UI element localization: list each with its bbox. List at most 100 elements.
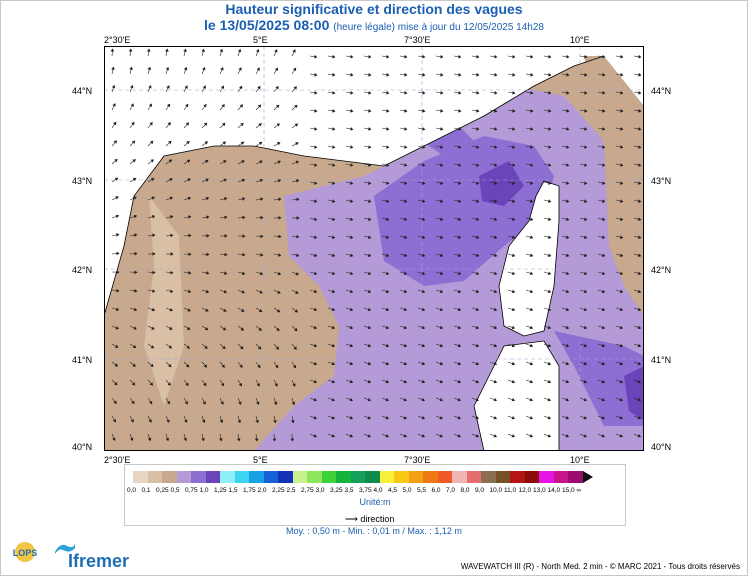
direction-arrow-head <box>619 343 624 348</box>
direction-arrow-head <box>529 397 534 402</box>
direction-arrow-head <box>547 217 552 221</box>
direction-arrow-head <box>475 307 480 312</box>
direction-arrow-head <box>403 397 408 402</box>
direction-arrow-head <box>512 163 516 167</box>
direction-arrow-head <box>584 109 588 113</box>
direction-arrow-head <box>403 235 408 239</box>
colorbar-tick-label: 0,1 <box>141 487 151 494</box>
lat-label-right-4: 41°N <box>651 355 672 365</box>
direction-arrow-head <box>601 325 606 330</box>
colorbar-tick-label: 5,0 <box>402 487 412 494</box>
direction-arrow-head <box>565 434 570 438</box>
direction-arrow-head <box>493 379 498 384</box>
direction-arrow-head <box>115 233 120 237</box>
legend: 0,0 0,1 0,25 0,5 0,75 1,0 1,25 1,5 1,75 2,0 2,25 2,… <box>124 464 626 526</box>
direction-arrow-head <box>149 382 153 386</box>
direction-arrow-head <box>130 103 134 107</box>
direction-arrow-head <box>223 197 228 201</box>
direction-arrow-head <box>114 177 119 181</box>
direction-arrow-head <box>128 48 133 52</box>
direction-arrow-head <box>602 54 606 59</box>
direction-arrow-head <box>602 109 606 113</box>
direction-arrow-head <box>421 379 426 384</box>
direction-arrow-head <box>151 196 155 200</box>
direction-arrow-head <box>222 345 226 350</box>
colorbar-swatch <box>249 471 264 483</box>
direction-arrow-head <box>116 288 120 293</box>
direction-arrow-head <box>332 54 336 59</box>
colorbar-swatch <box>191 471 206 483</box>
direction-arrow-head <box>440 109 444 113</box>
direction-arrow-head <box>529 235 534 239</box>
direction-arrow-head <box>530 91 534 95</box>
direction-arrow-head <box>240 345 244 350</box>
direction-arrow-head <box>511 217 516 221</box>
direction-arrow-head <box>583 181 588 185</box>
direction-arrow-head <box>476 127 480 131</box>
direction-arrow-head <box>367 199 372 203</box>
direction-arrow-head <box>188 252 192 257</box>
direction-arrow-head <box>367 235 372 239</box>
direction-arrow-head <box>206 252 210 257</box>
direction-arrow-head <box>115 214 120 219</box>
direction-arrow-head <box>184 85 188 89</box>
direction-arrow-head <box>529 416 534 420</box>
direction-arrow-head <box>186 159 191 164</box>
direction-arrow-head <box>367 253 372 258</box>
direction-legend: ⟶ direction <box>345 514 394 525</box>
direction-arrow-head <box>187 289 192 294</box>
direction-arrow-head <box>167 382 171 386</box>
direction-arrow-head <box>367 343 372 348</box>
direction-arrow-head <box>170 270 174 275</box>
direction-arrow-head <box>349 416 354 420</box>
direction-arrow-head <box>295 290 299 294</box>
direction-arrow-head <box>367 289 372 294</box>
direction-arrow-head <box>475 416 480 420</box>
map-date-line: le 13/05/2025 08:00 (heure légale) mise … <box>0 17 748 33</box>
wave-zone-high-southeast <box>554 331 644 426</box>
direction-arrow-head <box>169 289 174 293</box>
direction-arrow-head <box>565 217 570 221</box>
direction-arrow-head <box>349 199 354 203</box>
direction-arrow-head <box>565 181 570 185</box>
direction-arrow-head <box>547 289 552 294</box>
direction-arrow-head <box>475 271 480 276</box>
direction-arrow-head <box>421 397 426 402</box>
direction-arrow-head <box>349 289 354 294</box>
direction-arrow-head <box>493 217 498 221</box>
direction-arrow-head <box>547 325 552 330</box>
direction-arrow-head <box>385 416 390 420</box>
direction-arrow-head <box>237 419 242 424</box>
direction-arrow-head <box>166 419 170 423</box>
direction-arrow-head <box>422 127 426 131</box>
lat-label-left-5: 40°N <box>72 442 93 452</box>
lat-label-left-2: 43°N <box>72 176 93 186</box>
direction-arrow-head <box>565 325 570 330</box>
direction-arrow-head <box>476 145 480 149</box>
direction-arrow-head <box>547 343 552 348</box>
direction-arrow-head <box>134 270 138 275</box>
direction-arrow-head <box>440 91 444 95</box>
colorbar-swatch <box>220 471 235 483</box>
direction-arrow-head <box>421 434 426 438</box>
direction-arrow-head <box>584 127 588 131</box>
direction-arrow-head <box>129 84 134 89</box>
direction-arrow-head <box>115 307 120 312</box>
direction-arrow-head <box>331 307 336 312</box>
direction-arrow-head <box>565 361 570 366</box>
direction-arrow-head <box>601 217 606 221</box>
direction-arrow-head <box>331 271 336 276</box>
direction-arrow-head <box>149 122 153 126</box>
direction-arrow-head <box>202 66 206 71</box>
colorbar-tick-label: 3,75 <box>359 487 372 494</box>
direction-arrow-head <box>619 181 624 185</box>
direction-arrow-head <box>203 364 208 368</box>
direction-arrow-head <box>133 307 138 312</box>
direction-arrow-head <box>457 325 462 330</box>
colorbar-tick-label: 7,0 <box>446 487 456 494</box>
direction-arrow-head <box>547 235 552 239</box>
direction-arrow-head <box>439 217 444 221</box>
direction-arrow-head <box>276 142 281 146</box>
lon-label-top-3: 7°30'E <box>404 35 431 45</box>
direction-arrow-head <box>202 85 206 89</box>
